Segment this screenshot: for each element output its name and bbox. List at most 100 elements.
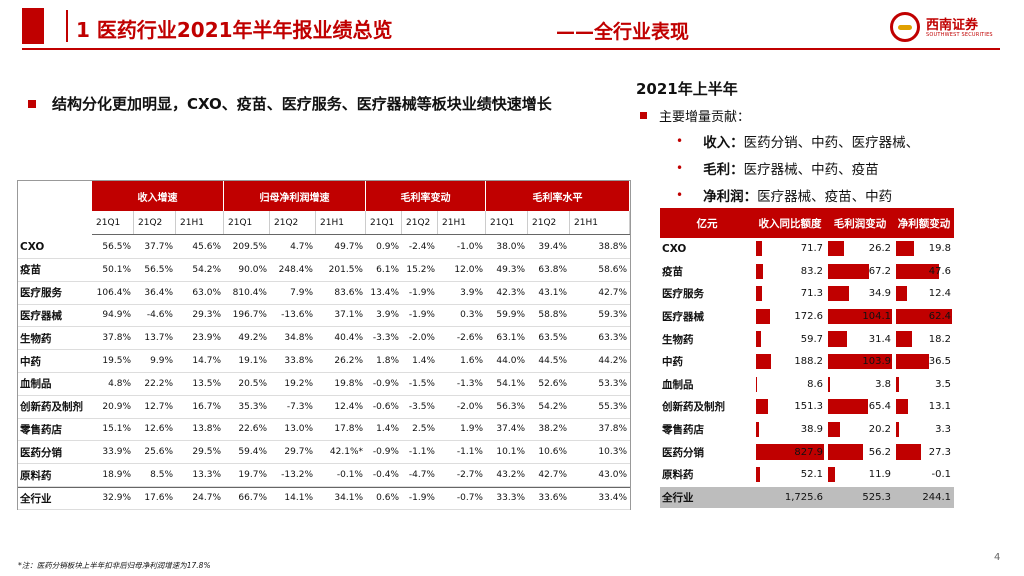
cell-value: 8.6 — [807, 378, 823, 390]
table-cell: 44.0% — [496, 356, 525, 366]
table-cell: 38.9 — [754, 419, 826, 440]
table-cell: 20.9% — [102, 401, 131, 412]
table-cell: 9.9% — [150, 356, 173, 366]
column-group-header: 毛利率变动 — [366, 181, 486, 211]
table-cell: 42.7% — [538, 470, 567, 480]
contribution-text: 医药分销、中药、医疗器械、 — [743, 135, 920, 151]
table-cell: 19.1% — [238, 356, 267, 366]
table-cell: 20.2 — [826, 419, 894, 440]
table-cell: 18.2 — [894, 328, 954, 349]
cell-value: 65.4 — [868, 401, 891, 413]
cell-value: 36.5 — [928, 356, 951, 368]
table-cell: 42.7% — [598, 287, 627, 298]
header-accent-bar — [22, 8, 44, 44]
table-cell: 13.1 — [894, 396, 954, 417]
table-cell: 3.5 — [894, 374, 954, 395]
table-cell: 59.4% — [238, 447, 267, 458]
table-cell: 94.9% — [102, 310, 131, 321]
contribution-item: • 收入： 医药分销、中药、医疗器械、 — [676, 131, 919, 151]
table-row: 中药 19.5% 9.9% 14.7% 19.1% 33.8% 26.2% 1.8% 1.4% 1… — [18, 350, 630, 373]
table-cell: -1.9% — [408, 310, 435, 321]
square-bullet-icon — [640, 112, 647, 119]
table-cell: 11.9 — [826, 464, 894, 485]
data-bar — [828, 331, 848, 347]
table-cell: 196.7% — [232, 310, 267, 321]
contribution-label: 收入： — [703, 135, 744, 151]
table-cell: -0.7% — [456, 493, 483, 504]
table-cell: 50.1% — [102, 264, 131, 275]
data-bar — [756, 376, 757, 392]
data-bar — [896, 308, 952, 325]
table-cell: 13.7% — [144, 333, 173, 344]
row-label: 中药 — [20, 355, 41, 368]
table-cell: 103.9 — [826, 351, 894, 372]
table-cell: 56.3% — [496, 401, 525, 412]
row-label: 零售药店 — [662, 423, 704, 436]
table-cell: 20.5% — [238, 378, 267, 389]
cell-value: 38.9 — [800, 423, 823, 435]
table-cell: 45.6% — [192, 242, 221, 252]
table-cell: 22.6% — [238, 424, 267, 435]
table-cell: -0.1 — [894, 464, 954, 485]
table-cell: 58.8% — [538, 310, 567, 321]
table-cell: 38.2% — [538, 424, 567, 435]
table-cell: -1.9% — [408, 287, 435, 298]
data-bar — [896, 331, 913, 347]
row-label: 血制品 — [662, 378, 694, 391]
table-cell: 49.7% — [334, 242, 363, 252]
table-cell: 34.8% — [284, 333, 313, 344]
table-cell: -0.4% — [372, 470, 399, 480]
cell-value: 83.2 — [800, 265, 823, 277]
column-group-header: 收入增速 — [92, 181, 224, 211]
company-logo: 西南证券 SOUTHWEST SECURITIES — [886, 10, 1006, 44]
table-cell: 90.0% — [238, 264, 267, 275]
table-cell: 14.7% — [192, 356, 221, 366]
table-cell: 42.3% — [496, 287, 525, 298]
table-cell: 63.5% — [538, 333, 567, 344]
row-label: 医疗服务 — [20, 287, 62, 300]
cell-value: 71.3 — [800, 288, 823, 300]
table-cell: -1.5% — [408, 378, 435, 389]
column-sub-header: 21Q2 — [402, 211, 438, 234]
row-label: CXO — [662, 242, 687, 255]
table-cell: 58.6% — [598, 264, 627, 275]
data-bar — [756, 421, 760, 438]
cell-value: 62.4 — [928, 310, 951, 322]
table-cell: 56.2 — [826, 441, 894, 462]
table-cell: 12.4% — [334, 401, 363, 412]
table-row: 血制品 4.8% 22.2% 13.5% 20.5% 19.2% 19.8% -0.9% -1.… — [18, 373, 630, 396]
table-cell: -1.1% — [408, 447, 435, 458]
table-cell: 23.9% — [192, 333, 221, 344]
cell-value: 52.1 — [800, 469, 823, 481]
data-bar — [828, 376, 831, 392]
table-cell: 17.8% — [334, 424, 363, 435]
data-bar — [828, 354, 892, 370]
table-cell: 16.7% — [192, 401, 221, 412]
table-row: CXO 71.7 26.2 19.8 — [660, 238, 954, 261]
logo-text-cn: 西南证券 — [926, 18, 979, 33]
table-row: 创新药及制剂 151.3 65.4 13.1 — [660, 396, 954, 419]
row-label: 全行业 — [20, 492, 52, 505]
contribution-table-header: 亿元 收入同比额度 毛利润变动 净利额变动 — [660, 208, 954, 238]
column-sub-header: 21Q1 — [486, 211, 528, 234]
table-cell: -13.2% — [281, 470, 313, 480]
header-divider — [66, 10, 68, 42]
table-cell: 19.5% — [102, 356, 131, 366]
table-row: 中药 188.2 103.9 36.5 — [660, 351, 954, 374]
table-cell: 65.4 — [826, 396, 894, 417]
table-cell: 35.3% — [238, 401, 267, 412]
table-row: 原料药 52.1 11.9 -0.1 — [660, 464, 954, 487]
right-panel-subheading: 主要增量贡献： — [640, 106, 750, 125]
row-label: 创新药及制剂 — [662, 401, 725, 414]
data-bar — [756, 241, 762, 257]
table-cell: 52.6% — [538, 378, 567, 389]
table-cell: 36.5 — [894, 351, 954, 372]
square-bullet-icon — [28, 99, 36, 108]
table-row: 医疗器械 172.6 104.1 62.4 — [660, 306, 954, 329]
table-cell: 188.2 — [754, 351, 826, 372]
table-row: 医药分销 827.9 56.2 27.3 — [660, 441, 954, 464]
row-label: 血制品 — [20, 378, 52, 391]
table-cell: -13.6% — [281, 310, 313, 321]
table-cell: 33.8% — [284, 356, 313, 366]
table-cell: -3.5% — [408, 401, 435, 412]
